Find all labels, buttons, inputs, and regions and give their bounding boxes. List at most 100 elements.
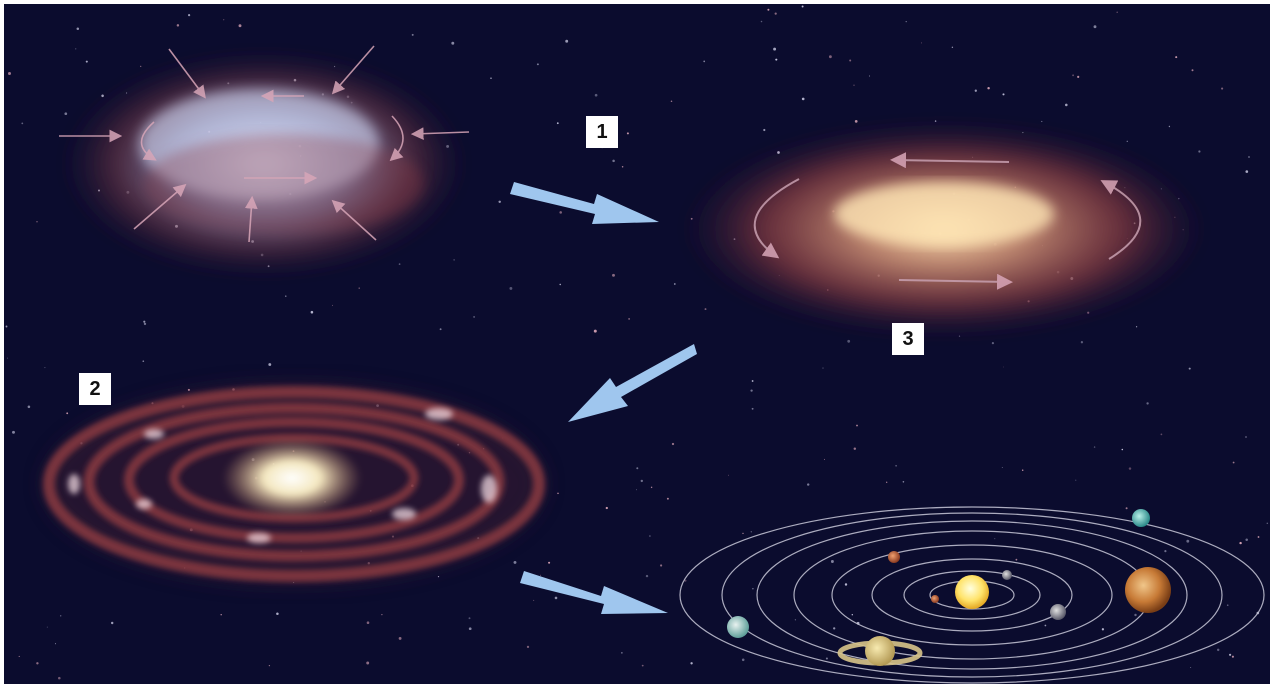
star: [684, 579, 687, 582]
star: [366, 661, 370, 665]
star: [54, 643, 57, 645]
star: [612, 273, 615, 277]
star: [176, 24, 180, 27]
star: [856, 424, 858, 427]
star: [1075, 479, 1077, 481]
star: [775, 58, 778, 61]
collapsing-cloud: [59, 45, 470, 274]
star: [513, 560, 517, 564]
star: [490, 77, 492, 80]
sun-icon: [955, 575, 989, 609]
star: [1229, 653, 1232, 656]
star: [439, 328, 442, 331]
star: [238, 24, 242, 28]
star: [1239, 541, 1242, 545]
neptune-icon: [1132, 509, 1150, 527]
star: [830, 560, 834, 563]
star: [559, 211, 562, 214]
star: [1266, 522, 1269, 525]
venus-icon: [1002, 570, 1012, 580]
star: [565, 39, 569, 43]
star: [994, 538, 996, 540]
star: [1135, 326, 1138, 328]
star: [437, 576, 440, 578]
star: [1128, 467, 1132, 470]
star: [358, 287, 360, 289]
star: [142, 360, 145, 363]
star: [895, 464, 897, 467]
star: [905, 20, 907, 23]
star: [285, 295, 287, 297]
star: [559, 283, 561, 286]
star: [666, 497, 669, 500]
star: [670, 100, 673, 102]
saturn-icon: [837, 636, 923, 666]
star: [143, 322, 147, 326]
star: [593, 329, 597, 333]
step-three-label: 3: [892, 323, 924, 355]
star: [366, 621, 370, 624]
star: [1190, 667, 1192, 668]
star: [27, 405, 31, 409]
star: [1002, 93, 1005, 96]
star: [1164, 550, 1167, 553]
star: [794, 619, 797, 621]
star: [641, 664, 644, 667]
star: [509, 286, 513, 290]
star: [76, 27, 80, 30]
star: [8, 72, 11, 75]
star: [220, 613, 222, 616]
star: [554, 596, 558, 600]
star: [1093, 25, 1097, 29]
star: [1245, 170, 1249, 173]
star: [1015, 558, 1018, 561]
star: [750, 389, 753, 392]
star: [468, 617, 471, 620]
star: [934, 120, 937, 122]
star: [451, 41, 455, 45]
star: [690, 662, 693, 665]
star: [636, 467, 639, 470]
star: [398, 636, 402, 640]
star: [187, 388, 190, 391]
star: [612, 159, 615, 163]
star: [974, 89, 977, 92]
star: [742, 532, 744, 534]
star: [660, 564, 663, 567]
star: [381, 613, 383, 616]
star: [801, 5, 804, 8]
star: [332, 304, 333, 306]
star: [526, 645, 530, 649]
star: [1231, 655, 1234, 658]
star: [645, 574, 649, 578]
star: [626, 132, 629, 135]
star: [849, 59, 852, 62]
star: [536, 63, 539, 66]
star: [1021, 469, 1024, 471]
star: [12, 430, 15, 434]
star: [1191, 69, 1194, 72]
star: [1245, 538, 1248, 541]
star: [728, 474, 729, 476]
star: [854, 120, 858, 123]
jupiter-icon: [1125, 567, 1171, 613]
step-two-label: 2: [79, 373, 111, 405]
star: [143, 320, 146, 323]
star: [548, 561, 551, 564]
star: [223, 19, 225, 21]
star: [21, 122, 24, 125]
earth-icon: [1050, 604, 1066, 620]
star: [5, 325, 8, 328]
star: [7, 357, 9, 359]
star: [268, 664, 271, 667]
star: [991, 342, 995, 345]
star: [140, 65, 142, 68]
star: [276, 612, 279, 616]
star: [847, 339, 851, 343]
star: [473, 315, 476, 318]
diagram-scene: 1 2 3: [4, 4, 1270, 684]
star: [1125, 507, 1128, 510]
star: [58, 676, 61, 680]
star: [763, 128, 766, 132]
star: [101, 94, 104, 98]
